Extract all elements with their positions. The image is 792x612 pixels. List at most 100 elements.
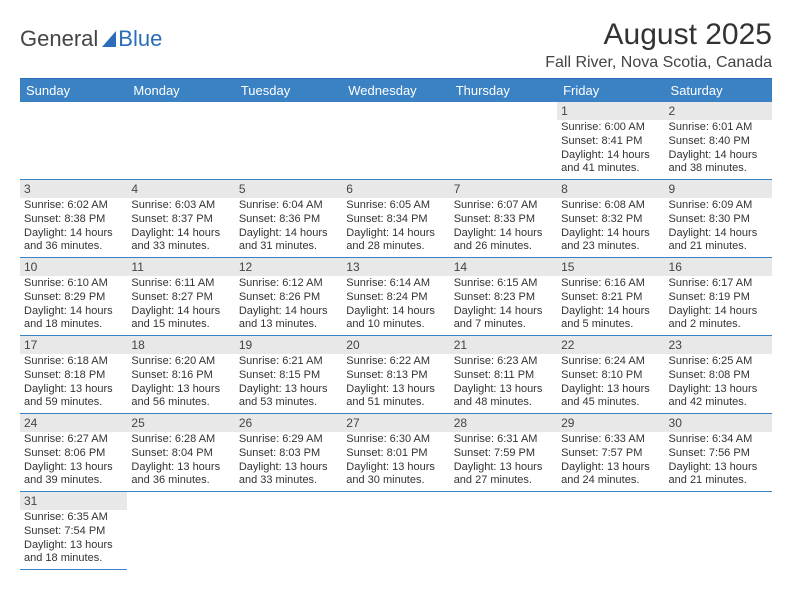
calendar-cell: 29Sunrise: 6:33 AMSunset: 7:57 PMDayligh… xyxy=(557,414,664,492)
daylight-line-1: Daylight: 14 hours xyxy=(346,305,445,319)
calendar-cell: 4Sunrise: 6:03 AMSunset: 8:37 PMDaylight… xyxy=(127,180,234,258)
dayhead-wednesday: Wednesday xyxy=(342,79,449,102)
day-details: Sunrise: 6:24 AMSunset: 8:10 PMDaylight:… xyxy=(557,354,664,413)
sunset-line: Sunset: 8:01 PM xyxy=(346,447,445,461)
day-details: Sunrise: 6:23 AMSunset: 8:11 PMDaylight:… xyxy=(450,354,557,413)
daylight-line-1: Daylight: 14 hours xyxy=(669,305,768,319)
dayhead-monday: Monday xyxy=(127,79,234,102)
sunset-line: Sunset: 8:15 PM xyxy=(239,369,338,383)
sunrise-line: Sunrise: 6:17 AM xyxy=(669,277,768,291)
day-details: Sunrise: 6:05 AMSunset: 8:34 PMDaylight:… xyxy=(342,198,449,257)
sunrise-line: Sunrise: 6:24 AM xyxy=(561,355,660,369)
day-number: 17 xyxy=(20,336,127,354)
daylight-line-2: and 5 minutes. xyxy=(561,318,660,332)
sunset-line: Sunset: 8:29 PM xyxy=(24,291,123,305)
day-number: 10 xyxy=(20,258,127,276)
daylight-line-2: and 18 minutes. xyxy=(24,552,123,566)
calendar-week: 3Sunrise: 6:02 AMSunset: 8:38 PMDaylight… xyxy=(20,180,772,258)
daylight-line-2: and 23 minutes. xyxy=(561,240,660,254)
sunrise-line: Sunrise: 6:33 AM xyxy=(561,433,660,447)
dayhead-thursday: Thursday xyxy=(450,79,557,102)
brand-general: General xyxy=(20,26,98,52)
daylight-line-1: Daylight: 13 hours xyxy=(454,383,553,397)
day-number: 1 xyxy=(557,102,664,120)
daylight-line-1: Daylight: 14 hours xyxy=(669,227,768,241)
day-details: Sunrise: 6:04 AMSunset: 8:36 PMDaylight:… xyxy=(235,198,342,257)
sunset-line: Sunset: 8:21 PM xyxy=(561,291,660,305)
daylight-line-2: and 56 minutes. xyxy=(131,396,230,410)
sunrise-line: Sunrise: 6:29 AM xyxy=(239,433,338,447)
calendar-cell: 22Sunrise: 6:24 AMSunset: 8:10 PMDayligh… xyxy=(557,336,664,414)
sunset-line: Sunset: 8:04 PM xyxy=(131,447,230,461)
day-details: Sunrise: 6:28 AMSunset: 8:04 PMDaylight:… xyxy=(127,432,234,491)
day-number: 21 xyxy=(450,336,557,354)
daylight-line-1: Daylight: 14 hours xyxy=(239,227,338,241)
calendar-cell: 23Sunrise: 6:25 AMSunset: 8:08 PMDayligh… xyxy=(665,336,772,414)
day-details: Sunrise: 6:15 AMSunset: 8:23 PMDaylight:… xyxy=(450,276,557,335)
sunrise-line: Sunrise: 6:35 AM xyxy=(24,511,123,525)
daylight-line-1: Daylight: 14 hours xyxy=(24,305,123,319)
sunset-line: Sunset: 8:37 PM xyxy=(131,213,230,227)
calendar-table: Sunday Monday Tuesday Wednesday Thursday… xyxy=(20,79,772,570)
calendar-cell: 27Sunrise: 6:30 AMSunset: 8:01 PMDayligh… xyxy=(342,414,449,492)
sunset-line: Sunset: 8:23 PM xyxy=(454,291,553,305)
dayhead-saturday: Saturday xyxy=(665,79,772,102)
sunset-line: Sunset: 8:41 PM xyxy=(561,135,660,149)
day-details: Sunrise: 6:20 AMSunset: 8:16 PMDaylight:… xyxy=(127,354,234,413)
sunrise-line: Sunrise: 6:34 AM xyxy=(669,433,768,447)
daylight-line-2: and 59 minutes. xyxy=(24,396,123,410)
daylight-line-2: and 18 minutes. xyxy=(24,318,123,332)
day-number: 14 xyxy=(450,258,557,276)
sunset-line: Sunset: 8:27 PM xyxy=(131,291,230,305)
daylight-line-1: Daylight: 13 hours xyxy=(346,383,445,397)
calendar-cell: 31Sunrise: 6:35 AMSunset: 7:54 PMDayligh… xyxy=(20,492,127,570)
sunset-line: Sunset: 8:03 PM xyxy=(239,447,338,461)
daylight-line-1: Daylight: 14 hours xyxy=(561,227,660,241)
calendar-cell: 5Sunrise: 6:04 AMSunset: 8:36 PMDaylight… xyxy=(235,180,342,258)
sunrise-line: Sunrise: 6:16 AM xyxy=(561,277,660,291)
sunrise-line: Sunrise: 6:23 AM xyxy=(454,355,553,369)
empty-cell xyxy=(235,102,342,180)
day-details: Sunrise: 6:11 AMSunset: 8:27 PMDaylight:… xyxy=(127,276,234,335)
daylight-line-1: Daylight: 13 hours xyxy=(239,461,338,475)
day-details: Sunrise: 6:12 AMSunset: 8:26 PMDaylight:… xyxy=(235,276,342,335)
daylight-line-1: Daylight: 14 hours xyxy=(239,305,338,319)
day-number: 23 xyxy=(665,336,772,354)
sunset-line: Sunset: 8:32 PM xyxy=(561,213,660,227)
daylight-line-1: Daylight: 13 hours xyxy=(561,461,660,475)
sunrise-line: Sunrise: 6:01 AM xyxy=(669,121,768,135)
calendar-cell: 17Sunrise: 6:18 AMSunset: 8:18 PMDayligh… xyxy=(20,336,127,414)
daylight-line-1: Daylight: 14 hours xyxy=(131,227,230,241)
day-details: Sunrise: 6:09 AMSunset: 8:30 PMDaylight:… xyxy=(665,198,772,257)
day-number: 22 xyxy=(557,336,664,354)
calendar-cell: 15Sunrise: 6:16 AMSunset: 8:21 PMDayligh… xyxy=(557,258,664,336)
sunrise-line: Sunrise: 6:08 AM xyxy=(561,199,660,213)
daylight-line-2: and 36 minutes. xyxy=(131,474,230,488)
calendar-cell: 19Sunrise: 6:21 AMSunset: 8:15 PMDayligh… xyxy=(235,336,342,414)
daylight-line-1: Daylight: 13 hours xyxy=(24,461,123,475)
day-details: Sunrise: 6:17 AMSunset: 8:19 PMDaylight:… xyxy=(665,276,772,335)
sunrise-line: Sunrise: 6:30 AM xyxy=(346,433,445,447)
day-number: 8 xyxy=(557,180,664,198)
daylight-line-2: and 13 minutes. xyxy=(239,318,338,332)
daylight-line-2: and 33 minutes. xyxy=(239,474,338,488)
calendar-cell: 26Sunrise: 6:29 AMSunset: 8:03 PMDayligh… xyxy=(235,414,342,492)
day-number: 24 xyxy=(20,414,127,432)
sunrise-line: Sunrise: 6:10 AM xyxy=(24,277,123,291)
daylight-line-2: and 45 minutes. xyxy=(561,396,660,410)
calendar-cell: 3Sunrise: 6:02 AMSunset: 8:38 PMDaylight… xyxy=(20,180,127,258)
day-details: Sunrise: 6:31 AMSunset: 7:59 PMDaylight:… xyxy=(450,432,557,491)
empty-cell xyxy=(450,492,557,570)
daylight-line-1: Daylight: 14 hours xyxy=(454,227,553,241)
sunset-line: Sunset: 7:59 PM xyxy=(454,447,553,461)
calendar-cell: 6Sunrise: 6:05 AMSunset: 8:34 PMDaylight… xyxy=(342,180,449,258)
month-title: August 2025 xyxy=(545,18,772,52)
daylight-line-1: Daylight: 13 hours xyxy=(24,539,123,553)
sunset-line: Sunset: 7:57 PM xyxy=(561,447,660,461)
day-number: 18 xyxy=(127,336,234,354)
brand-logo: GeneralBlue xyxy=(20,18,162,52)
sunrise-line: Sunrise: 6:25 AM xyxy=(669,355,768,369)
calendar-week: 17Sunrise: 6:18 AMSunset: 8:18 PMDayligh… xyxy=(20,336,772,414)
daylight-line-2: and 7 minutes. xyxy=(454,318,553,332)
daylight-line-2: and 39 minutes. xyxy=(24,474,123,488)
